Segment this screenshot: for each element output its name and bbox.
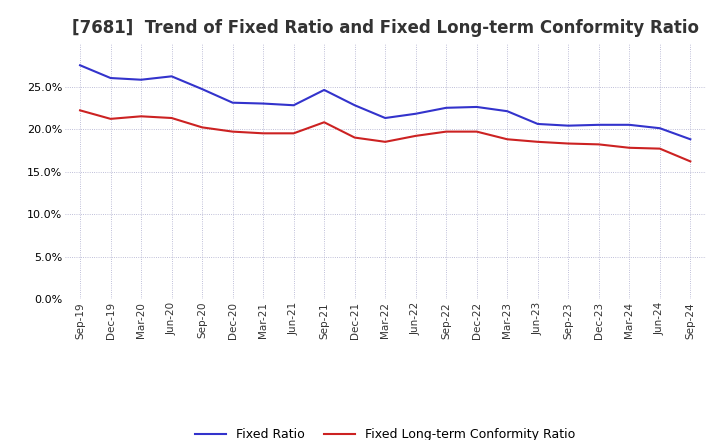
- Fixed Long-term Conformity Ratio: [503, 137, 512, 142]
- Fixed Ratio: [625, 122, 634, 128]
- Fixed Long-term Conformity Ratio: [564, 141, 572, 146]
- Fixed Long-term Conformity Ratio: [595, 142, 603, 147]
- Fixed Ratio: [198, 86, 207, 92]
- Line: Fixed Long-term Conformity Ratio: Fixed Long-term Conformity Ratio: [80, 110, 690, 161]
- Legend: Fixed Ratio, Fixed Long-term Conformity Ratio: Fixed Ratio, Fixed Long-term Conformity …: [190, 423, 580, 440]
- Fixed Long-term Conformity Ratio: [411, 133, 420, 139]
- Fixed Long-term Conformity Ratio: [472, 129, 481, 134]
- Fixed Long-term Conformity Ratio: [258, 131, 267, 136]
- Fixed Ratio: [534, 121, 542, 127]
- Fixed Long-term Conformity Ratio: [534, 139, 542, 144]
- Fixed Long-term Conformity Ratio: [320, 120, 328, 125]
- Fixed Long-term Conformity Ratio: [76, 108, 84, 113]
- Fixed Ratio: [107, 75, 115, 81]
- Fixed Long-term Conformity Ratio: [625, 145, 634, 150]
- Fixed Long-term Conformity Ratio: [351, 135, 359, 140]
- Fixed Ratio: [595, 122, 603, 128]
- Fixed Ratio: [289, 103, 298, 108]
- Fixed Long-term Conformity Ratio: [228, 129, 237, 134]
- Fixed Long-term Conformity Ratio: [137, 114, 145, 119]
- Fixed Ratio: [228, 100, 237, 105]
- Fixed Ratio: [503, 109, 512, 114]
- Fixed Long-term Conformity Ratio: [107, 116, 115, 121]
- Fixed Long-term Conformity Ratio: [289, 131, 298, 136]
- Fixed Long-term Conformity Ratio: [655, 146, 664, 151]
- Fixed Ratio: [411, 111, 420, 117]
- Fixed Ratio: [564, 123, 572, 128]
- Fixed Ratio: [167, 73, 176, 79]
- Fixed Ratio: [76, 62, 84, 68]
- Fixed Ratio: [472, 104, 481, 110]
- Fixed Ratio: [258, 101, 267, 106]
- Fixed Long-term Conformity Ratio: [381, 139, 390, 144]
- Fixed Ratio: [655, 125, 664, 131]
- Fixed Ratio: [686, 137, 695, 142]
- Fixed Ratio: [381, 115, 390, 121]
- Title: [7681]  Trend of Fixed Ratio and Fixed Long-term Conformity Ratio: [7681] Trend of Fixed Ratio and Fixed Lo…: [72, 19, 698, 37]
- Fixed Long-term Conformity Ratio: [442, 129, 451, 134]
- Fixed Long-term Conformity Ratio: [686, 159, 695, 164]
- Fixed Ratio: [320, 87, 328, 92]
- Fixed Ratio: [351, 103, 359, 108]
- Fixed Long-term Conformity Ratio: [167, 115, 176, 121]
- Line: Fixed Ratio: Fixed Ratio: [80, 65, 690, 139]
- Fixed Ratio: [442, 105, 451, 110]
- Fixed Ratio: [137, 77, 145, 82]
- Fixed Long-term Conformity Ratio: [198, 125, 207, 130]
